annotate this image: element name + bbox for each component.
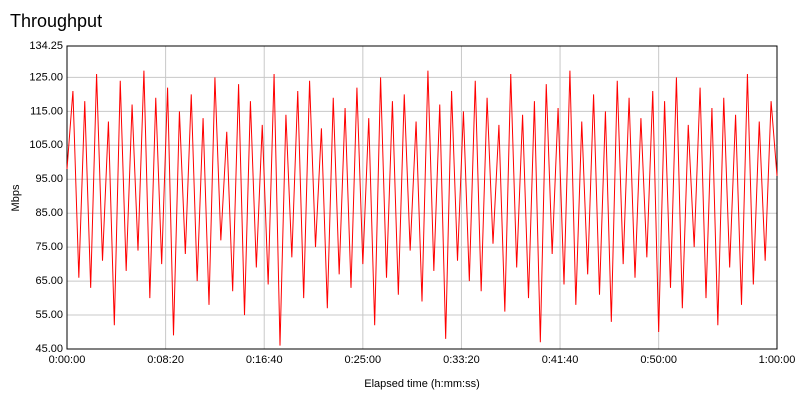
x-tick-label: 0:25:00: [344, 354, 381, 366]
y-tick-label: 125.00: [29, 71, 63, 83]
y-tick-label: 65.00: [35, 275, 63, 287]
x-tick-label: 0:41:40: [542, 354, 579, 366]
y-axis-label: Mbps: [10, 184, 22, 211]
y-tick-label: 45.00: [35, 343, 63, 355]
plot-frame: [66, 45, 778, 350]
y-tick-label: 105.00: [29, 139, 63, 151]
y-tick-label: 95.00: [35, 173, 63, 185]
y-tick-label: 134.25: [29, 40, 63, 52]
y-tick-label: 55.00: [35, 309, 63, 321]
y-tick-label: 75.00: [35, 241, 63, 253]
x-tick-label: 0:08:20: [147, 354, 184, 366]
x-tick-label: 1:00:00: [759, 354, 796, 366]
x-tick-label: 0:33:20: [443, 354, 480, 366]
y-tick-label: 85.00: [35, 207, 63, 219]
x-tick-label: 0:50:00: [640, 354, 677, 366]
chart-title: Throughput: [10, 11, 102, 31]
x-axis-label: Elapsed time (h:mm:ss): [364, 378, 480, 390]
x-tick-label: 0:00:00: [49, 354, 86, 366]
data-line: [66, 70, 778, 346]
y-tick-label: 115.00: [30, 105, 63, 117]
x-tick-label: 0:16:40: [246, 354, 283, 366]
